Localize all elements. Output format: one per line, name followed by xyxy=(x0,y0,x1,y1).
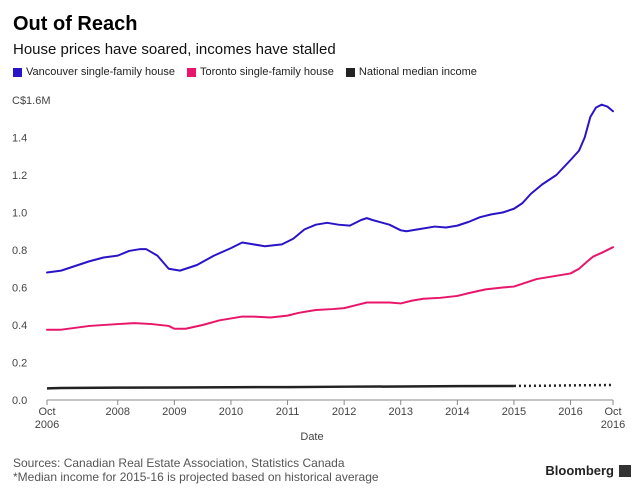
y-tick-label: 0.0 xyxy=(12,395,27,407)
legend-label-toronto: Toronto single-family house xyxy=(199,66,334,78)
chart-title: Out of Reach xyxy=(13,13,138,35)
legend-swatch-vancouver xyxy=(13,67,22,77)
legend-label-vancouver: Vancouver single-family house xyxy=(26,66,175,78)
legend-swatch-toronto xyxy=(186,67,196,77)
series-line-vancouver-single-family-house xyxy=(46,103,614,274)
source-note: Sources: Canadian Real Estate Associatio… xyxy=(13,456,345,470)
x-tick-label: 2013 xyxy=(389,406,413,418)
y-tick-label: 0.6 xyxy=(12,283,27,295)
chart-legend: Vancouver single-family house Toronto si… xyxy=(13,66,477,78)
legend-item-income: National median income xyxy=(345,66,477,78)
series-line-national-median-income xyxy=(46,384,514,390)
x-tick-sublabel: 2006 xyxy=(35,419,59,431)
y-tick-label: 1.0 xyxy=(12,208,27,220)
chart-subtitle: House prices have soared, incomes have s… xyxy=(13,41,336,58)
legend-item-vancouver: Vancouver single-family house xyxy=(13,66,175,78)
chart-footer: Sources: Canadian Real Estate Associatio… xyxy=(13,456,379,484)
x-tick-label: 2016 xyxy=(558,406,582,418)
brand-name: Bloomberg xyxy=(545,463,614,478)
legend-swatch-income xyxy=(345,67,355,77)
y-tick-label: 0.2 xyxy=(12,358,27,370)
x-tick-sublabel: 2016 xyxy=(601,419,625,431)
series-line-toronto-single-family-house xyxy=(46,246,614,331)
x-tick-label: 2012 xyxy=(332,406,356,418)
x-tick-label: 2014 xyxy=(445,406,469,418)
brand-logo: Bloomberg xyxy=(545,463,631,478)
y-tick-label: 1.2 xyxy=(12,170,27,182)
y-tick-label: 0.8 xyxy=(12,245,27,257)
x-tick-label: 2010 xyxy=(219,406,243,418)
legend-item-toronto: Toronto single-family house xyxy=(186,66,334,78)
y-tick-label: C$1.6M xyxy=(12,95,51,107)
projection-note: *Median income for 2015-16 is projected … xyxy=(13,470,379,484)
x-tick-label: 2011 xyxy=(276,406,300,418)
y-tick-label: 1.4 xyxy=(12,133,27,145)
y-tick-label: 0.4 xyxy=(12,320,27,332)
x-axis-title: Date xyxy=(300,431,323,443)
x-tick-label: 2008 xyxy=(106,406,130,418)
x-tick-label: Oct xyxy=(604,406,621,418)
x-tick-label: 2009 xyxy=(162,406,186,418)
series-line-national-median-income-projected xyxy=(513,383,614,388)
bloomberg-mark-icon xyxy=(619,464,631,477)
x-tick-label: Oct xyxy=(38,406,55,418)
x-tick-label: 2015 xyxy=(502,406,526,418)
legend-label-income: National median income xyxy=(358,66,477,78)
